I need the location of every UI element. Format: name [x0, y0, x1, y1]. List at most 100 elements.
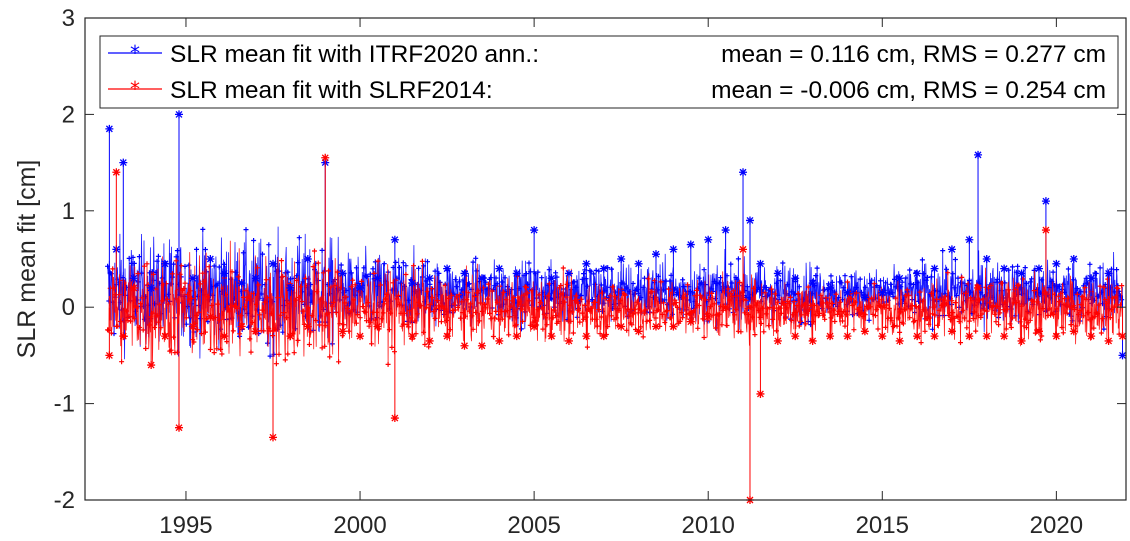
series-1-point [175, 423, 184, 432]
series-1-point [188, 322, 197, 331]
x-tick-label: 2020 [1030, 512, 1083, 539]
series-0-point [373, 274, 382, 283]
series-0-point [1087, 274, 1096, 283]
series-0-point [599, 264, 608, 273]
series-0-point [756, 259, 765, 268]
series-0-point [206, 255, 215, 263]
series-0-point [530, 226, 539, 235]
tick-layer: 1995 2000 2005 2010 2015 2020 -2 -1 0 1 2 3 [54, 5, 1126, 539]
series-0-point [947, 245, 956, 254]
y-tick-label: 2 [62, 101, 75, 128]
series-1-point [206, 312, 215, 321]
series-0-point [512, 269, 521, 278]
legend-label-slrf2014: SLR mean fit with SLRF2014: [170, 77, 493, 104]
series-1-point [773, 336, 782, 345]
series-0-point [460, 269, 469, 278]
y-tick-label: -2 [54, 487, 75, 514]
series-0-point [773, 269, 782, 278]
series-0-point [105, 124, 114, 133]
series-1-point [129, 283, 138, 292]
series-0-point [651, 250, 660, 259]
series-1-point [913, 332, 922, 341]
series-1-point [119, 332, 128, 341]
series-1-point [739, 245, 748, 254]
series-1-point [582, 332, 591, 341]
series-0-point [1104, 269, 1113, 278]
series-1-point [1034, 327, 1043, 336]
series-0-point [356, 283, 365, 292]
x-tick-label: 1995 [159, 512, 212, 539]
series-0-point [930, 264, 939, 273]
legend: * SLR mean fit with ITRF2020 ann.: mean … [99, 35, 1119, 109]
series-1-point [721, 303, 730, 312]
series-0-point [1118, 351, 1127, 360]
series-0-point [1000, 264, 1009, 273]
series-0-point [913, 269, 922, 278]
series-0-point [390, 235, 399, 244]
y-axis-title: SLR mean fit [cm] [13, 160, 41, 359]
series-1-point [1052, 332, 1061, 341]
x-tick-label: 2015 [856, 512, 909, 539]
series-0-point [739, 168, 748, 177]
series-1-point [1017, 336, 1026, 345]
series-1-point [1087, 332, 1096, 341]
data-cloud-layer [105, 226, 1125, 367]
series-1-point [512, 332, 521, 341]
series-0-point [1069, 255, 1078, 263]
series-1-point [947, 327, 956, 336]
series-1-point [617, 322, 626, 331]
series-1-point [443, 332, 452, 341]
series-1-point [843, 332, 852, 341]
series-1-point [237, 322, 246, 331]
series-noise-line [107, 240, 1123, 365]
series-0-point [974, 150, 983, 159]
legend-marker-itrf2020: * [130, 41, 140, 65]
series-1-point [269, 433, 278, 442]
x-tick-label: 2010 [682, 512, 735, 539]
series-1-point [651, 322, 660, 331]
series-0-point [286, 283, 295, 292]
y-tick-label: 1 [62, 198, 75, 225]
series-1-point [791, 332, 800, 341]
series-0-point [477, 274, 486, 283]
series-1-point [1069, 327, 1078, 336]
series-1-point [599, 332, 608, 341]
series-1-point [1000, 332, 1009, 341]
series-0-point [878, 288, 887, 297]
series-1-point [530, 322, 539, 331]
y-tick-label: 3 [62, 5, 75, 32]
series-0-point [745, 216, 754, 225]
series-0-point [669, 245, 678, 254]
series-0-point [843, 288, 852, 297]
y-tick-label: 0 [62, 294, 75, 321]
series-0-point [704, 235, 713, 244]
series-1-point [634, 327, 643, 336]
series-0-point [634, 259, 643, 268]
series-1-point [826, 332, 835, 341]
series-1-point [105, 351, 114, 360]
series-0-point [826, 283, 835, 292]
series-1-point [477, 341, 486, 350]
series-0-point [161, 259, 170, 268]
series-1-point [303, 322, 312, 331]
series-1-point [982, 332, 991, 341]
legend-stats-slrf2014: mean = -0.006 cm, RMS = 0.254 cm [711, 77, 1106, 104]
series-noise-markers [105, 248, 1125, 367]
series-0-point [1041, 197, 1050, 206]
legend-stats-itrf2020: mean = 0.116 cm, RMS = 0.277 cm [721, 41, 1106, 68]
series-1-point [930, 332, 939, 341]
series-0-point [129, 274, 138, 283]
series-1-point [1118, 332, 1127, 341]
series-0-point [495, 264, 504, 273]
series-1-point [564, 336, 573, 345]
series-1-point [251, 327, 260, 336]
series-1-point [669, 322, 678, 331]
series-0-point [443, 264, 452, 273]
legend-box [99, 35, 1119, 109]
series-0-point [251, 274, 260, 283]
series-1-point [878, 332, 887, 341]
series-0-point [982, 255, 991, 263]
series-0-point [425, 274, 434, 283]
series-1-point [390, 414, 399, 423]
